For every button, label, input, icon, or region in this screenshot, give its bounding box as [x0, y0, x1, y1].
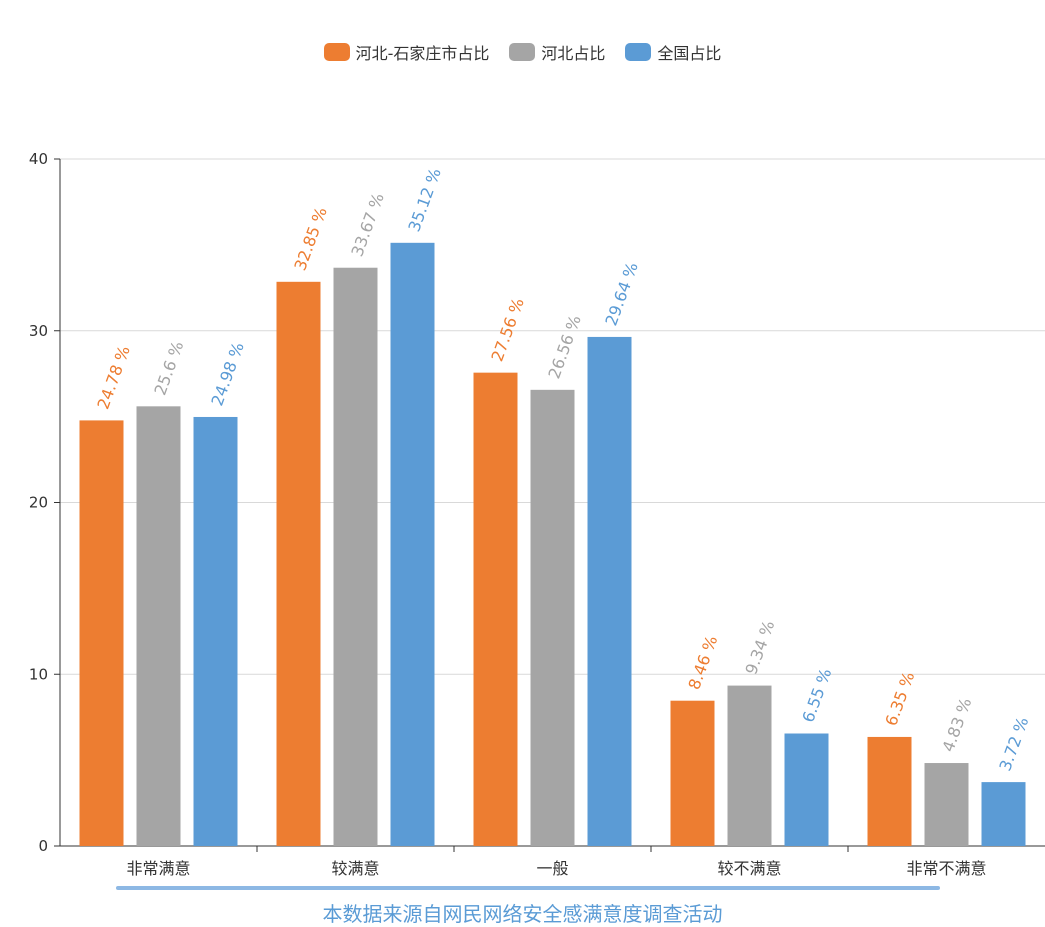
bar — [867, 736, 912, 846]
data-label: 25.6 % — [150, 339, 187, 398]
bar — [587, 336, 632, 846]
bar — [784, 733, 829, 846]
data-label: 29.64 % — [601, 260, 641, 329]
x-tick-label: 较不满意 — [717, 859, 781, 878]
bar — [981, 782, 1026, 846]
x-tick-label: 一般 — [536, 859, 568, 878]
bar — [530, 389, 575, 846]
legend-item[interactable]: 河北占比 — [509, 40, 605, 64]
legend-item[interactable]: 河北-石家庄市占比 — [323, 40, 490, 64]
y-tick-label: 0 — [38, 837, 48, 855]
y-tick-label: 20 — [29, 494, 48, 512]
legend-label: 河北占比 — [541, 44, 606, 63]
bar — [276, 281, 321, 846]
data-label: 9.34 % — [741, 618, 778, 677]
data-label: 32.85 % — [290, 205, 330, 274]
data-label: 26.56 % — [544, 313, 584, 382]
data-label: 4.83 % — [938, 695, 975, 754]
y-tick-label: 30 — [29, 322, 48, 340]
data-label: 3.72 % — [995, 714, 1032, 773]
data-label: 6.35 % — [881, 669, 918, 728]
legend-swatch — [625, 43, 652, 61]
y-tick-label: 40 — [29, 150, 48, 168]
legend-label: 河北-石家庄市占比 — [355, 44, 490, 63]
bar — [670, 700, 715, 846]
bar — [473, 372, 518, 846]
legend: 河北-石家庄市占比 河北占比 全国占比 — [0, 40, 1045, 64]
data-label: 24.98 % — [207, 340, 247, 409]
x-tick-label: 较满意 — [331, 859, 379, 878]
legend-swatch — [509, 43, 536, 61]
footer-underline — [116, 886, 940, 890]
legend-item[interactable]: 全国占比 — [625, 40, 721, 64]
data-label: 24.78 % — [93, 343, 133, 412]
bar — [79, 420, 124, 846]
bar — [136, 406, 181, 846]
data-label: 8.46 % — [684, 633, 721, 692]
data-label: 33.67 % — [347, 190, 387, 259]
data-label: 35.12 % — [404, 166, 444, 235]
legend-label: 全国占比 — [657, 44, 722, 63]
bar — [333, 267, 378, 846]
bar — [727, 685, 772, 846]
bar — [924, 763, 969, 846]
bar — [193, 416, 238, 846]
legend-swatch — [323, 43, 350, 61]
y-tick-label: 10 — [29, 665, 48, 683]
x-tick-label: 非常不满意 — [906, 859, 986, 878]
x-tick-label: 非常满意 — [126, 859, 190, 878]
footer-note: 本数据来源自网民网络安全感满意度调查活动 — [322, 902, 723, 926]
bar — [390, 242, 435, 847]
data-label: 27.56 % — [487, 295, 527, 364]
